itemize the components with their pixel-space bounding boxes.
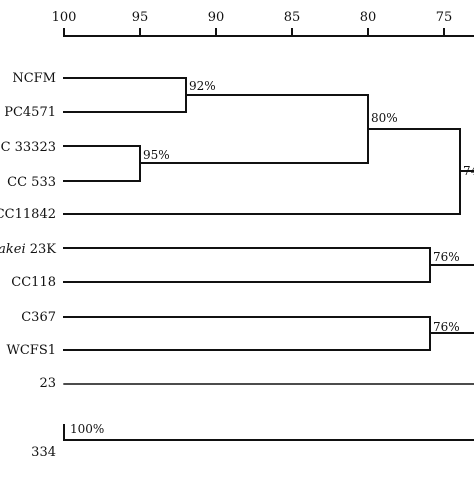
strain-labels: NCFM PC4571 C 33323 CC 533 ATCC11842 sak…: [0, 71, 56, 460]
cluster-74: 74: [63, 128, 474, 215]
node-similarity-label: 74: [463, 164, 474, 178]
scale-tick-label: 80: [360, 10, 377, 25]
scale-tick-label: 85: [284, 10, 301, 25]
strain-label: 334: [31, 445, 56, 460]
cluster-92: 92%: [63, 77, 216, 113]
strain-label: ATCC11842: [0, 207, 56, 222]
scale-tick-label: 75: [436, 10, 453, 25]
strain-label: sakei 23K: [0, 242, 56, 257]
scale-tick-label: 100: [52, 10, 77, 25]
node-similarity-label: 76%: [433, 320, 460, 334]
cluster-76-lower: 76%: [63, 316, 474, 351]
node-similarity-label: 92%: [189, 79, 216, 93]
strain-label: C367: [21, 310, 56, 325]
node-similarity-label: 100%: [70, 422, 104, 436]
strain-label-code: 23K: [26, 242, 57, 257]
node-similarity-label: 76%: [433, 250, 460, 264]
strain-label-species: sakei: [0, 242, 26, 257]
similarity-scale: 100 95 90 85 80 75: [52, 10, 474, 37]
cluster-80: 80%: [139, 94, 398, 164]
cluster-95: 95%: [63, 145, 170, 182]
scale-tick-label: 90: [208, 10, 225, 25]
strain-label: C 33323: [1, 140, 56, 155]
cluster-76-upper: 76%: [63, 247, 474, 283]
strain-label: PC4571: [4, 105, 56, 120]
node-similarity-label: 95%: [143, 148, 170, 162]
scale-tick-label: 95: [132, 10, 149, 25]
strain-label: NCFM: [12, 71, 56, 86]
node-similarity-label: 80%: [371, 111, 398, 125]
cluster-100: 100%: [63, 422, 474, 441]
strain-label: 23: [39, 376, 56, 391]
strain-label: CC 533: [7, 175, 56, 190]
strain-label: CC118: [11, 275, 56, 290]
strain-label: WCFS1: [6, 343, 56, 358]
